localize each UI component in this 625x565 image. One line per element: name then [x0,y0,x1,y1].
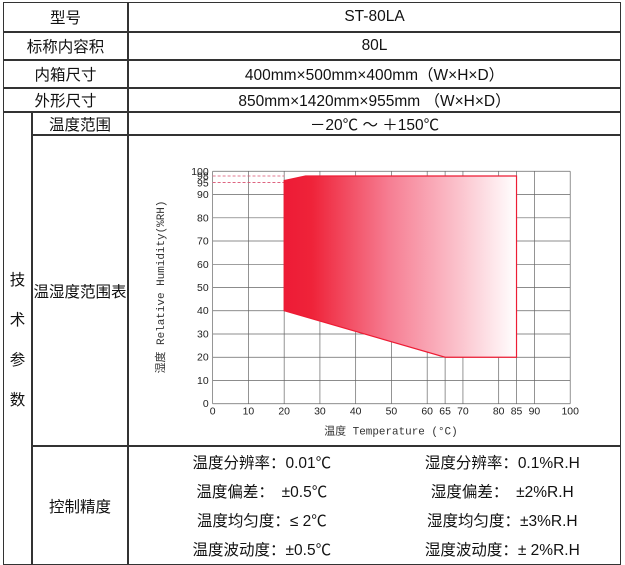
svg-text:60: 60 [197,260,209,271]
svg-text:50: 50 [197,283,209,294]
svg-text:20: 20 [278,406,290,417]
svg-text:30: 30 [314,406,326,417]
svg-text:40: 40 [350,406,362,417]
svg-text:90: 90 [529,406,541,417]
svg-text:60: 60 [421,406,433,417]
svg-text:温度 Temperature (°C): 温度 Temperature (°C) [324,423,457,438]
svg-text:70: 70 [197,236,209,247]
svg-text:0: 0 [203,399,209,410]
svg-text:50: 50 [386,406,398,417]
svg-text:40: 40 [197,306,209,317]
svg-text:10: 10 [243,406,255,417]
svg-text:70: 70 [457,406,469,417]
svg-text:30: 30 [197,330,209,341]
svg-text:0: 0 [210,406,216,417]
svg-text:湿度 Relative Humidity(%RH): 湿度 Relative Humidity(%RH) [153,201,168,374]
svg-text:90: 90 [197,190,209,201]
svg-text:85: 85 [511,406,523,417]
svg-text:65: 65 [439,406,451,417]
svg-text:20: 20 [197,353,209,364]
svg-text:80: 80 [197,213,209,224]
svg-text:10: 10 [197,376,209,387]
svg-text:95: 95 [197,178,209,189]
svg-text:80: 80 [493,406,505,417]
svg-text:100: 100 [561,406,579,417]
